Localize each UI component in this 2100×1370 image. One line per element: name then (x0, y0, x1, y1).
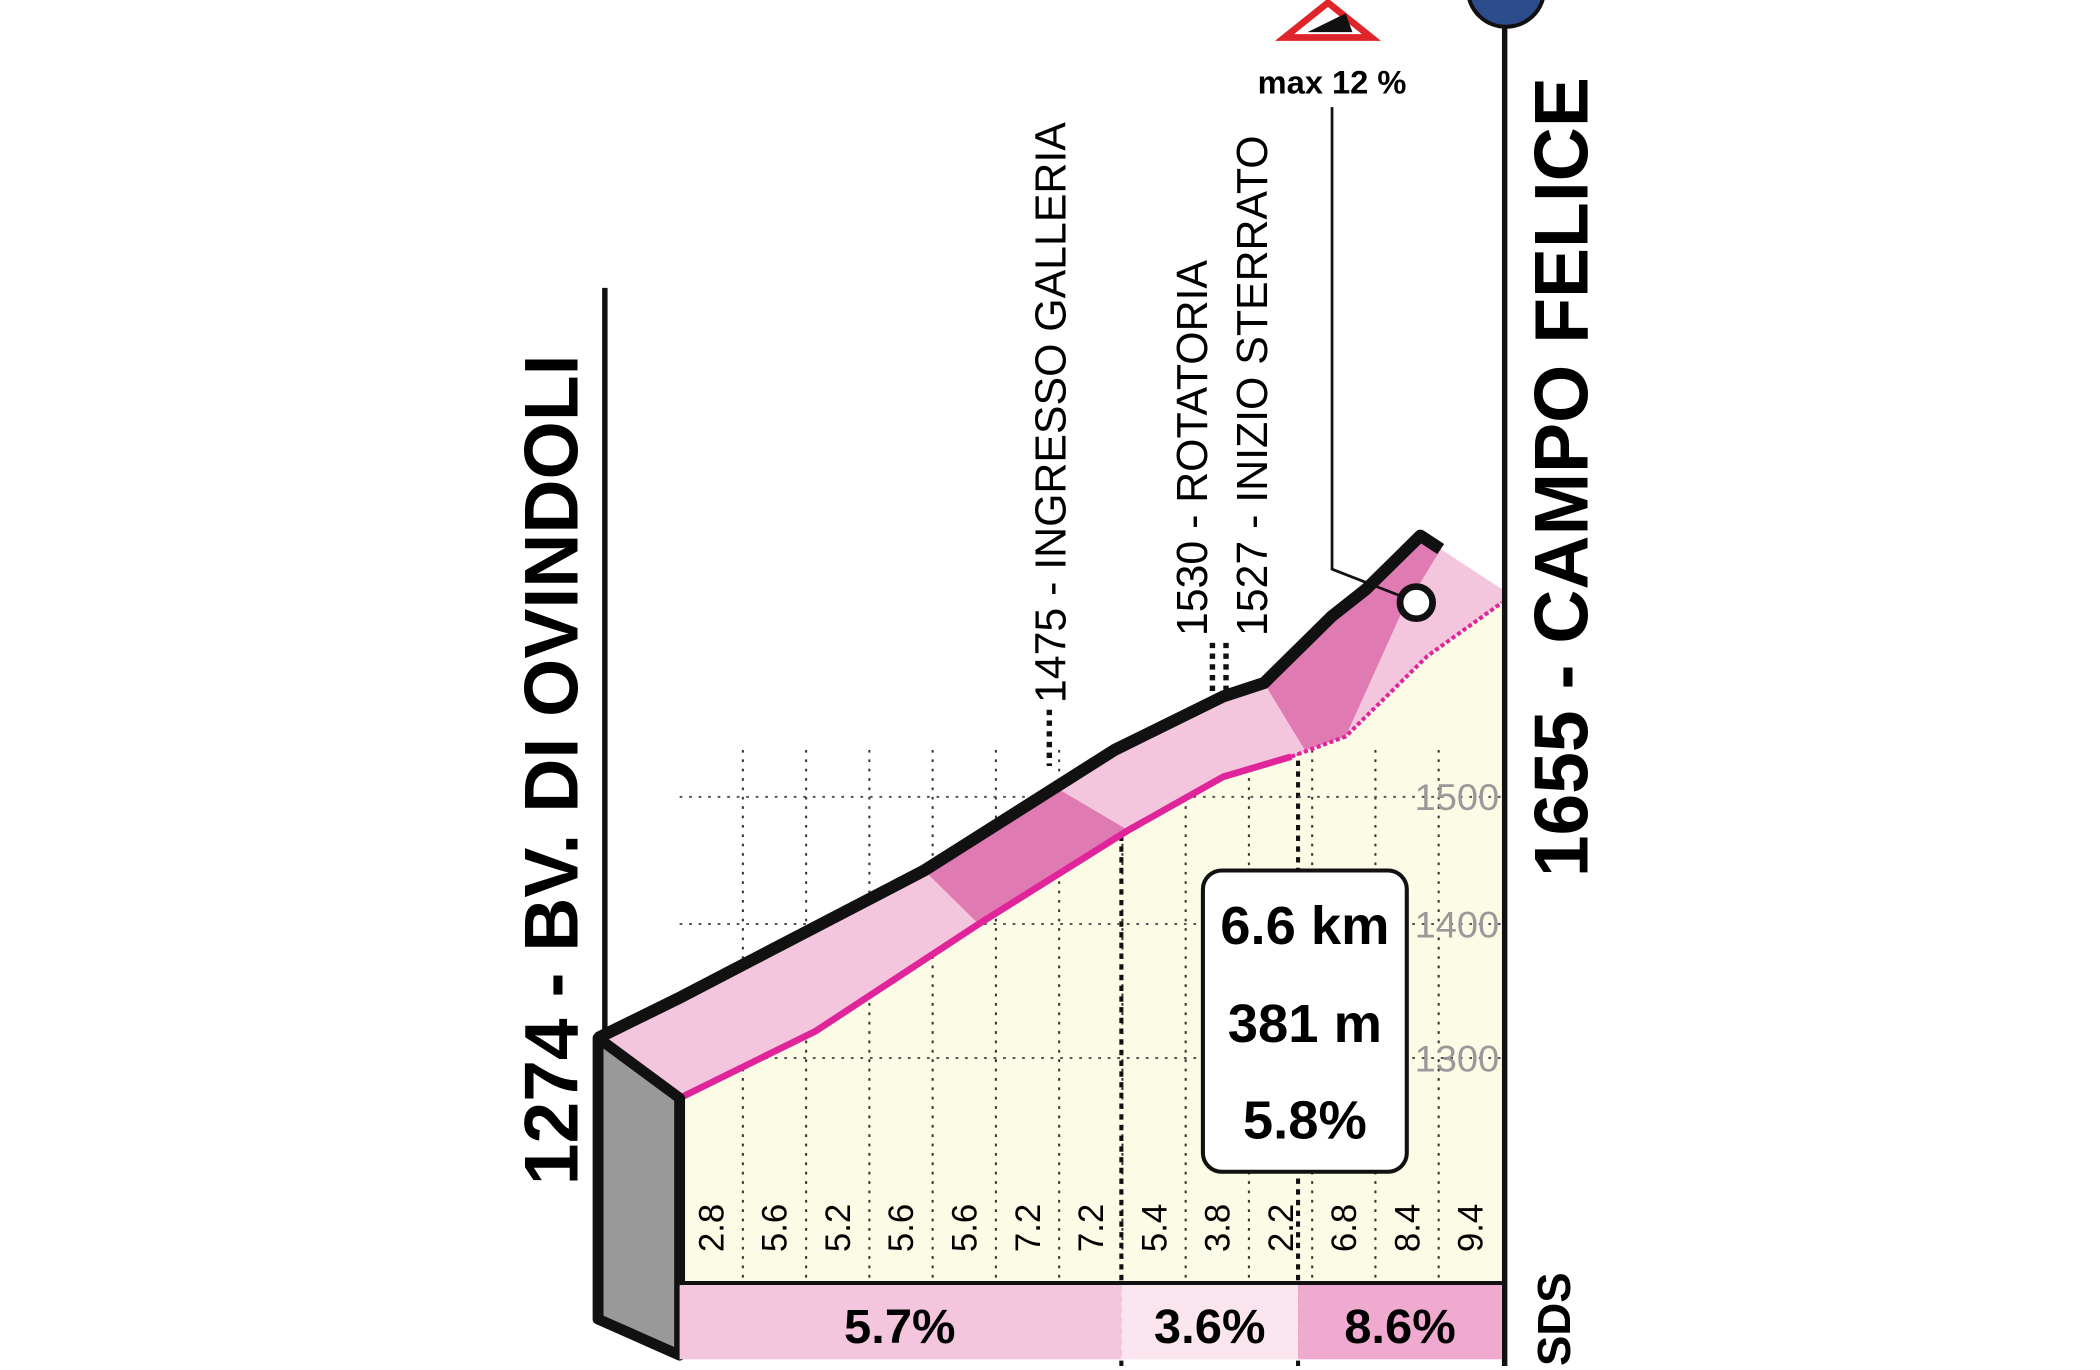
km-gradient: 7.2 (1072, 1204, 1111, 1252)
gradient-sign (1274, 0, 1382, 41)
sector-gradient: 5.7% (844, 1301, 956, 1355)
sector-gradient: 3.6% (1154, 1301, 1266, 1355)
sector-bar (679, 1282, 1122, 1360)
km-gradient: 5.4 (1135, 1204, 1174, 1252)
km-gradient: 5.6 (755, 1204, 794, 1252)
max-gradient: max 12 % (1258, 65, 1407, 101)
elevation-tick-label: 1500 (1415, 777, 1500, 819)
profile-steep-part (924, 790, 1129, 925)
logo: SDS (1528, 1272, 1580, 1366)
max-gradient-pointer (1330, 107, 1412, 602)
gradient-sign-icon (1307, 13, 1353, 33)
km-gradient: 8.4 (1388, 1204, 1427, 1252)
start-label: 1274 - BV. DI OVINDOLI (510, 355, 595, 1186)
profile-steep-part (1264, 535, 1441, 750)
finish-label: 1655 - CAMPO FELICE (1520, 77, 1605, 877)
km-gradient: 5.2 (819, 1204, 858, 1252)
finish-icon (1467, 0, 1545, 29)
waypoint-label: 1530 - ROTATORIA (1169, 260, 1217, 636)
km-gradient: 7.2 (1009, 1204, 1048, 1252)
labels: 2.8 5.6 5.2 5.6 5.6 7.2 7.2 5.4 3.8 2.2 6.8 8.4 9.4 1… (692, 777, 1499, 1252)
profile-edge-unpaved (1290, 601, 1504, 759)
elevation-tick-label: 1300 (1415, 1039, 1500, 1081)
waypoint-label: 1527 - INIZIO STERRATO (1229, 135, 1277, 636)
summary-box (1200, 868, 1409, 1174)
km-gradient: 2.8 (692, 1204, 731, 1252)
summary-distance: 6.6 km (1220, 896, 1389, 956)
waypoint-label: 1475 - INGRESSO GALLERIA (1027, 122, 1075, 703)
km-gradient: 5.6 (945, 1204, 984, 1252)
sector-bar (1121, 1282, 1299, 1360)
profile-edge (678, 753, 1293, 1102)
elevation-tick-label: 1400 (1415, 905, 1500, 947)
profile-line (595, 529, 1445, 1044)
summary-gain: 381 m (1228, 994, 1382, 1054)
sector-gradient: 8.6% (1344, 1301, 1456, 1355)
km-gradient: 9.4 (1451, 1204, 1490, 1252)
sector-bar (1298, 1282, 1502, 1360)
km-gradient: 5.6 (882, 1204, 921, 1252)
summary-average: 5.8% (1243, 1091, 1367, 1151)
km-gradient: 6.8 (1325, 1204, 1364, 1252)
max-gradient-point (1396, 583, 1437, 623)
start-block (592, 1032, 686, 1361)
km-gradient: 3.8 (1198, 1204, 1237, 1252)
km-gradient: 2.2 (1262, 1204, 1301, 1252)
